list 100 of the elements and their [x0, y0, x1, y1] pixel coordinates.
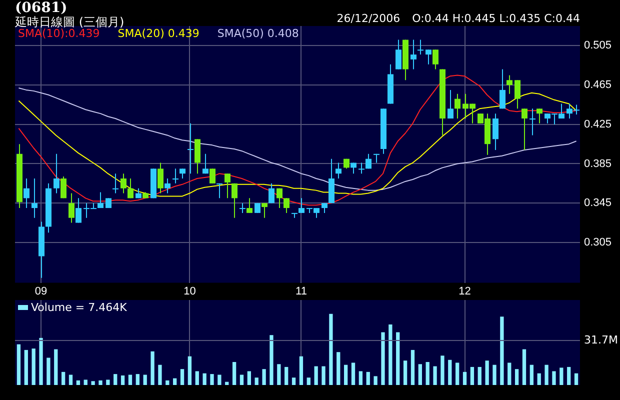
- bar: [91, 381, 95, 385]
- candlestick: [448, 89, 454, 119]
- bar: [143, 374, 147, 385]
- bar: [114, 374, 118, 385]
- y-tick-label: 0.425: [584, 118, 612, 130]
- text: O:0.44 H:0.445 L:0.435 C:0.44: [412, 12, 580, 25]
- bar: [508, 362, 512, 385]
- candlestick: [500, 68, 506, 110]
- candlestick: [396, 39, 402, 70]
- bar: [344, 364, 348, 385]
- candlestick: [374, 153, 380, 164]
- candlestick: [112, 173, 118, 194]
- candlestick: [128, 178, 134, 199]
- candlestick: [188, 122, 194, 174]
- bar: [426, 362, 430, 385]
- legend-label: Volume = 7.464K: [31, 301, 127, 314]
- bar: [292, 378, 296, 385]
- bar: [329, 314, 333, 385]
- bar: [16, 344, 21, 385]
- bar: [336, 352, 340, 385]
- bar: [351, 362, 356, 385]
- candlestick: [426, 49, 432, 65]
- candlestick: [202, 153, 208, 174]
- bar: [462, 372, 467, 385]
- bar: [537, 373, 541, 385]
- bar: [388, 324, 392, 385]
- bar: [552, 371, 556, 385]
- bar: [98, 380, 102, 385]
- candlestick: [268, 182, 274, 204]
- candlestick: [24, 178, 30, 209]
- bar: [150, 351, 154, 385]
- candlestick: [336, 162, 342, 180]
- candlestick: [522, 108, 528, 150]
- bar: [173, 378, 177, 385]
- bar: [440, 356, 444, 385]
- bar: [448, 360, 452, 385]
- bar: [32, 348, 36, 385]
- bar: [46, 358, 50, 385]
- bar: [24, 350, 28, 385]
- candlestick: [210, 168, 216, 184]
- bar: [254, 378, 258, 385]
- bar: [358, 371, 363, 385]
- candlestick: [76, 198, 82, 224]
- bar: [456, 362, 460, 385]
- bar: [500, 316, 504, 385]
- bar: [240, 374, 244, 385]
- candlestick: [432, 49, 438, 70]
- bar: [314, 366, 318, 385]
- bar: [396, 332, 400, 385]
- bar: [84, 380, 88, 385]
- bar: [492, 364, 496, 385]
- bar: [180, 369, 184, 385]
- candlestick: [224, 173, 230, 199]
- bar: [270, 335, 274, 385]
- candlestick: [120, 173, 126, 194]
- candlestick: [298, 198, 304, 214]
- candlestick: [254, 202, 260, 214]
- text: SMA(20) 0.439: [118, 27, 200, 40]
- bar: [61, 372, 66, 385]
- bar: [39, 338, 43, 385]
- candlestick: [164, 178, 170, 194]
- candlestick: [158, 162, 164, 194]
- candlestick: [60, 176, 66, 199]
- x-tick-label: 12: [458, 285, 471, 298]
- candlestick: [276, 188, 282, 209]
- candlestick: [418, 39, 424, 56]
- candlestick: [358, 162, 364, 174]
- bar: [522, 349, 526, 385]
- bar: [560, 368, 564, 385]
- text: 26/12/2006: [336, 12, 400, 25]
- candlestick: [322, 202, 328, 214]
- ref-line-label: 31.7M: [584, 333, 618, 346]
- bar: [166, 380, 170, 385]
- bar: [433, 366, 437, 385]
- candlestick: [492, 113, 498, 150]
- y-tick-label: 0.465: [584, 79, 612, 92]
- bar: [262, 369, 266, 385]
- bar: [136, 374, 140, 385]
- x-tick-label: 09: [34, 285, 48, 298]
- bar: [218, 374, 222, 385]
- bar: [128, 374, 132, 385]
- bar: [470, 366, 474, 385]
- chart-title: (0681): [15, 0, 68, 16]
- bar: [247, 371, 252, 385]
- bar: [514, 369, 519, 385]
- candlestick: [54, 153, 60, 194]
- candlestick: [68, 192, 74, 224]
- candlestick: [366, 153, 372, 170]
- bar: [195, 371, 199, 385]
- y-tick-label: 0.385: [584, 158, 612, 170]
- text: SMA(10):0.439: [18, 27, 100, 40]
- candlestick: [32, 178, 38, 218]
- candlestick: [232, 182, 238, 218]
- bar: [418, 364, 422, 385]
- y-tick-label: 0.305: [584, 236, 612, 248]
- bar: [277, 364, 281, 385]
- bar: [381, 332, 385, 385]
- candlestick: [284, 198, 290, 214]
- x-tick-label: 11: [296, 285, 307, 298]
- bar: [485, 360, 489, 385]
